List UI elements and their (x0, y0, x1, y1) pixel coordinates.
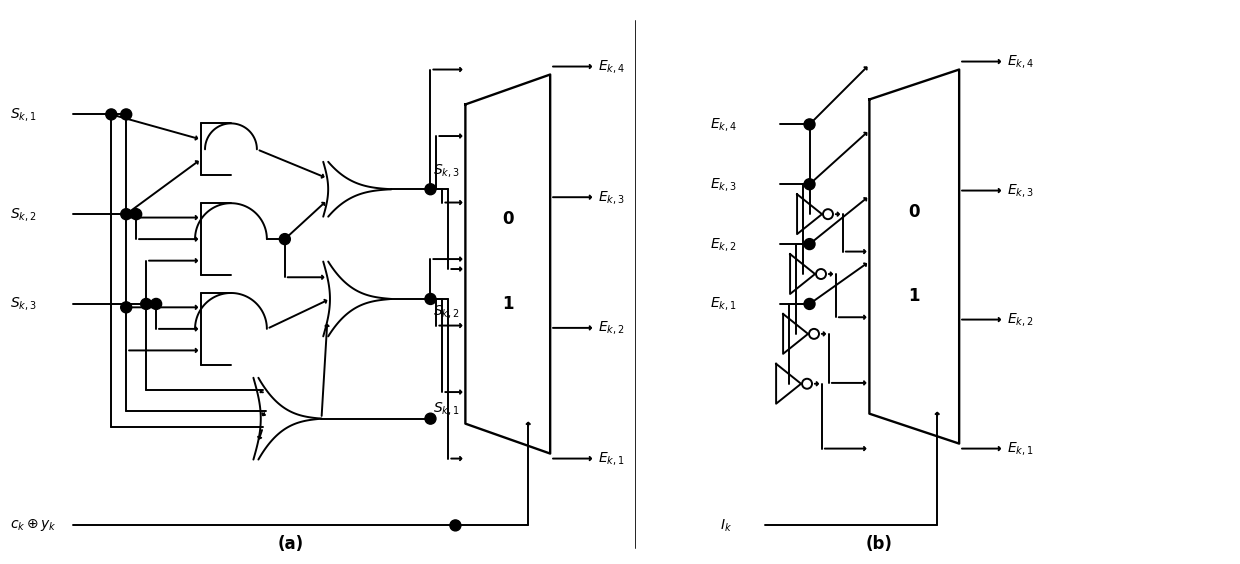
Text: $I_k$: $I_k$ (719, 517, 732, 534)
Circle shape (105, 109, 117, 120)
Circle shape (804, 179, 815, 190)
Text: (b): (b) (866, 535, 893, 553)
Circle shape (120, 302, 131, 313)
Text: $c_k \oplus y_k$: $c_k \oplus y_k$ (10, 517, 56, 534)
Circle shape (450, 520, 461, 531)
Text: $S_{k,2}$: $S_{k,2}$ (434, 303, 460, 320)
Circle shape (279, 233, 290, 245)
Circle shape (140, 298, 151, 310)
Text: $E_{k,1}$: $E_{k,1}$ (709, 296, 737, 312)
Text: $E_{k,3}$: $E_{k,3}$ (1007, 182, 1034, 199)
Circle shape (804, 239, 815, 250)
Text: 0: 0 (909, 202, 920, 221)
Text: $E_{k,1}$: $E_{k,1}$ (598, 450, 625, 467)
Text: $S_{k,1}$: $S_{k,1}$ (434, 400, 460, 417)
Text: $E_{k,2}$: $E_{k,2}$ (598, 319, 625, 336)
Text: $E_{k,2}$: $E_{k,2}$ (1007, 311, 1034, 328)
Circle shape (804, 298, 815, 310)
Circle shape (120, 209, 131, 219)
Text: $S_{k,3}$: $S_{k,3}$ (10, 296, 36, 312)
Text: $E_{k,4}$: $E_{k,4}$ (1007, 53, 1034, 70)
Text: $E_{k,2}$: $E_{k,2}$ (709, 236, 737, 253)
Text: $S_{k,2}$: $S_{k,2}$ (10, 206, 36, 223)
Text: $E_{k,4}$: $E_{k,4}$ (598, 58, 625, 75)
Text: $E_{k,3}$: $E_{k,3}$ (598, 189, 625, 206)
Text: 0: 0 (502, 210, 513, 228)
Circle shape (425, 413, 436, 424)
Circle shape (120, 109, 131, 120)
Circle shape (804, 119, 815, 130)
Circle shape (425, 293, 436, 305)
Text: $E_{k,4}$: $E_{k,4}$ (709, 116, 737, 133)
Text: $E_{k,3}$: $E_{k,3}$ (709, 176, 737, 193)
Circle shape (150, 298, 161, 310)
Text: $E_{k,1}$: $E_{k,1}$ (1007, 440, 1034, 457)
Text: 1: 1 (502, 295, 513, 313)
Text: $S_{k,1}$: $S_{k,1}$ (10, 106, 36, 123)
Text: (a): (a) (278, 535, 304, 553)
Text: 1: 1 (909, 288, 920, 306)
Circle shape (425, 184, 436, 195)
Circle shape (130, 209, 141, 219)
Text: $S_{k,3}$: $S_{k,3}$ (434, 162, 460, 179)
